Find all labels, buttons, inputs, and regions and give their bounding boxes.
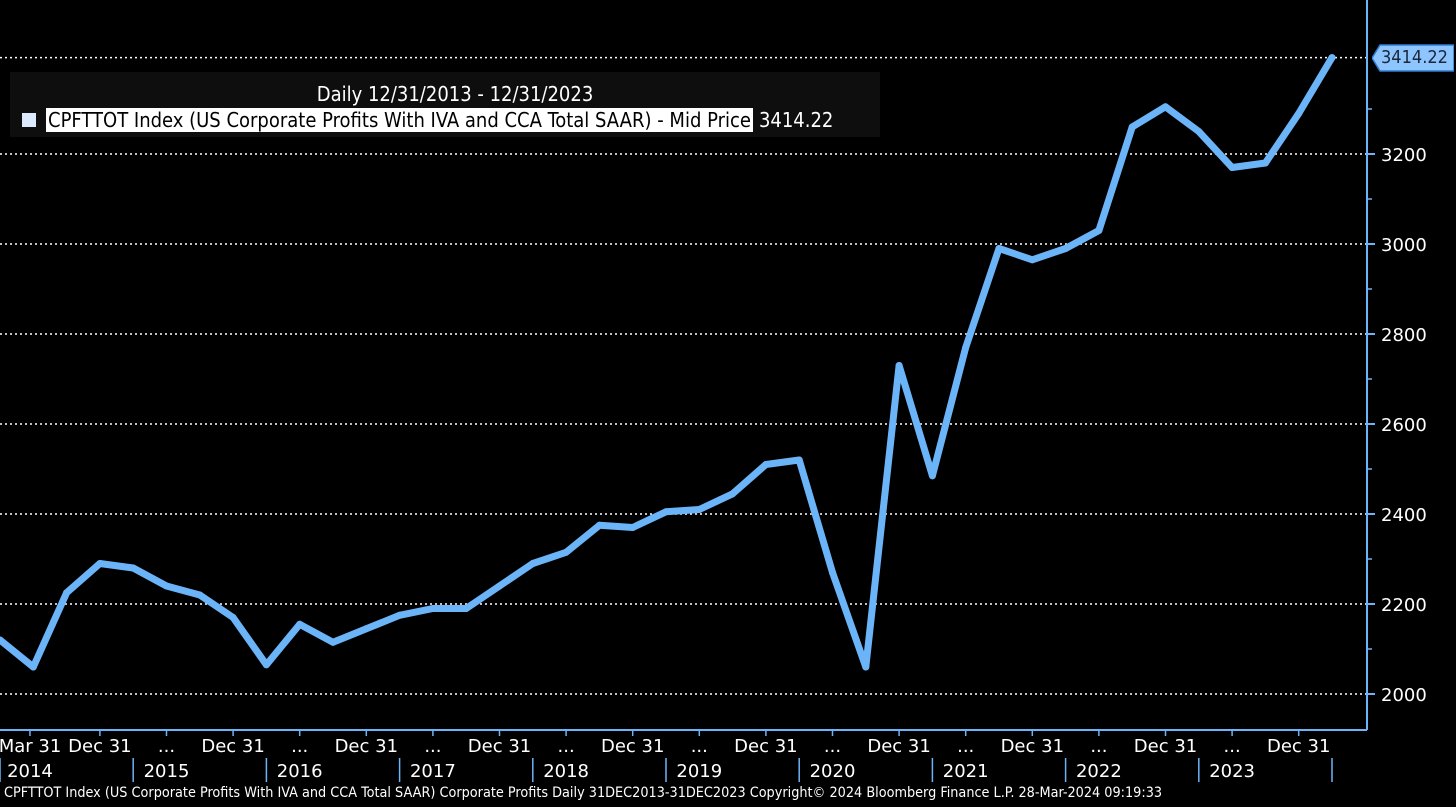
data-point	[1328, 54, 1336, 62]
x-year-label: 2020	[810, 761, 856, 782]
legend-series-label: CPFTTOT Index (US Corporate Profits With…	[46, 108, 753, 132]
data-point	[296, 620, 304, 628]
data-point	[396, 611, 404, 619]
data-point	[229, 614, 237, 621]
data-point	[562, 548, 570, 556]
data-point	[962, 344, 970, 351]
x-tick-label: Dec 31	[1267, 736, 1330, 757]
x-tick-label: ...	[691, 736, 708, 757]
data-point	[629, 524, 637, 531]
data-point	[928, 472, 936, 480]
x-tick-label: Dec 31	[601, 736, 664, 757]
x-year-label: 2023	[1209, 761, 1255, 782]
x-tick-label: ...	[1090, 736, 1107, 757]
x-year-label: 2019	[676, 761, 722, 782]
data-point	[729, 490, 737, 498]
x-year-label: 2021	[943, 761, 989, 782]
x-tick-label: ...	[158, 736, 175, 757]
y-tick-label: 2800	[1381, 325, 1427, 346]
x-tick-label: Dec 31	[867, 736, 930, 757]
x-tick-label: Dec 31	[468, 736, 531, 757]
y-tick-label: 2200	[1381, 595, 1427, 616]
data-point	[695, 506, 703, 513]
data-point	[795, 456, 803, 464]
data-point	[1095, 227, 1103, 234]
data-point	[0, 636, 4, 644]
x-tick-label: Dec 31	[335, 736, 398, 757]
x-tick-label: Dec 31	[1134, 736, 1197, 757]
data-point	[662, 508, 670, 516]
x-year-label: 2016	[277, 761, 323, 782]
y-axis-ticks: 2000 2200 2400 2600 2800 3000 3200	[1367, 108, 1427, 706]
data-point	[63, 589, 71, 597]
data-point	[1195, 128, 1203, 135]
data-point	[96, 560, 104, 567]
data-point	[1228, 164, 1236, 171]
x-axis-year-dividers	[0, 758, 1333, 782]
legend-last-value: 3414.22	[758, 108, 834, 132]
data-point	[329, 638, 337, 646]
x-year-label: 2022	[1076, 761, 1122, 782]
data-point	[163, 582, 170, 590]
x-tick-label: Dec 31	[68, 736, 131, 757]
x-axis-ticks: Mar 31 2014 Dec 31 ... 2015 Dec 31 ... 2016 Dec …	[0, 730, 1330, 782]
data-point	[995, 245, 1003, 252]
x-tick-label: Mar 31	[0, 736, 61, 757]
x-tick-label: Dec 31	[734, 736, 797, 757]
x-tick-label: Dec 31	[1001, 736, 1064, 757]
data-point	[595, 521, 603, 529]
x-year-label: 2017	[410, 761, 456, 782]
data-point	[362, 625, 370, 633]
x-tick-label: ...	[291, 736, 308, 757]
data-point	[262, 661, 270, 669]
data-points	[0, 54, 1336, 671]
legend-header: Daily 12/31/2013 - 12/31/2023	[316, 82, 594, 106]
x-tick-label: ...	[957, 736, 974, 757]
y-tick-label: 3000	[1381, 235, 1427, 256]
data-point	[1062, 245, 1070, 252]
y-tick-label: 2400	[1381, 505, 1427, 526]
data-point	[1128, 123, 1136, 131]
data-point	[196, 591, 204, 599]
x-tick-label: ...	[824, 736, 841, 757]
x-tick-label: ...	[424, 736, 441, 757]
legend-row: CPFTTOT Index (US Corporate Profits With…	[22, 108, 833, 132]
data-point	[462, 605, 470, 612]
x-year-label: 2014	[7, 761, 53, 782]
data-point	[529, 560, 537, 567]
data-point	[862, 663, 870, 671]
x-year-label: 2015	[144, 761, 190, 782]
data-point	[762, 461, 770, 468]
legend-swatch	[22, 113, 36, 127]
series-line-cpfttot	[0, 54, 1336, 671]
y-tick-label: 2600	[1381, 415, 1427, 436]
data-point	[429, 605, 437, 612]
data-point	[895, 362, 903, 369]
data-point	[1028, 256, 1036, 264]
data-point	[129, 564, 137, 572]
x-year-label: 2018	[543, 761, 589, 782]
data-point	[496, 582, 503, 590]
data-point	[1261, 159, 1269, 167]
last-price-tag-value: 3414.22	[1381, 47, 1448, 68]
y-tick-label: 3200	[1381, 145, 1427, 166]
data-point	[829, 569, 836, 576]
x-tick-label: Dec 31	[201, 736, 264, 757]
chart-footer: CPFTTOT Index (US Corporate Profits With…	[4, 785, 1163, 801]
x-tick-label: ...	[1224, 736, 1241, 757]
data-point	[29, 663, 37, 671]
legend: Daily 12/31/2013 - 12/31/2023 CPFTTOT In…	[10, 72, 880, 137]
x-tick-label: ...	[558, 736, 575, 757]
last-price-tag: 3414.22	[1372, 43, 1454, 73]
data-point	[1162, 103, 1169, 111]
data-point	[1295, 110, 1303, 117]
y-tick-label: 2000	[1381, 685, 1427, 706]
